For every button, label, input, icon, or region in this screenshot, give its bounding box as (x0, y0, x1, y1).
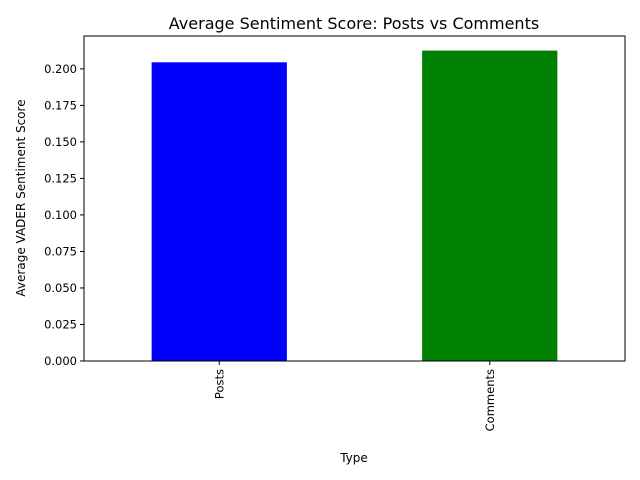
y-axis-label: Average VADER Sentiment Score (14, 99, 28, 296)
y-tick-label: 0.150 (44, 135, 77, 149)
y-tick-label: 0.025 (44, 317, 77, 331)
bars (151, 50, 558, 361)
y-tick-label: 0.100 (44, 208, 77, 222)
y-tick-label: 0.050 (44, 281, 77, 295)
y-tick-label: 0.125 (44, 171, 77, 185)
bar-posts (151, 62, 287, 361)
x-axis-label: Type (339, 451, 368, 465)
bar-comments (422, 50, 558, 361)
plot-area-frame (83, 35, 626, 362)
x-axis-ticks: Posts Comments (212, 361, 497, 431)
y-tick-label: 0.200 (44, 62, 77, 76)
y-tick-label: 0.000 (44, 354, 77, 368)
y-axis-ticks: 0.000 0.025 0.050 0.075 0.100 0.125 0.150 0.175… (44, 62, 84, 368)
y-tick-label: 0.175 (44, 98, 77, 112)
x-tick-label-comments: Comments (483, 369, 497, 431)
chart-title: Average Sentiment Score: Posts vs Commen… (169, 14, 539, 33)
y-tick-label: 0.075 (44, 244, 77, 258)
x-tick-label-posts: Posts (212, 369, 226, 399)
